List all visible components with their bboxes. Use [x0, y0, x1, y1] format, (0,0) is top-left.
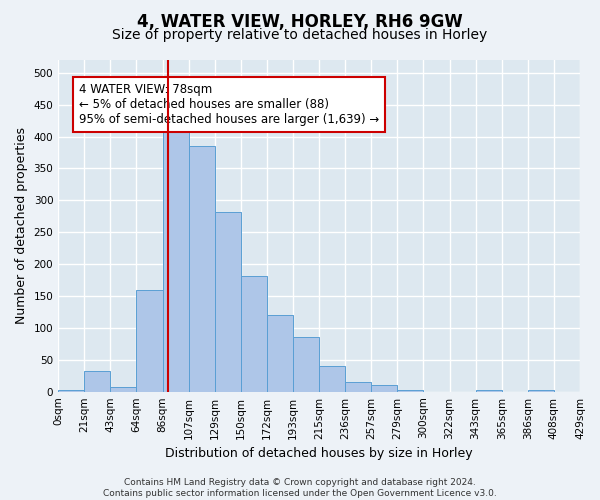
Bar — [319, 366, 345, 392]
Bar — [136, 290, 163, 392]
Bar — [476, 390, 502, 392]
Bar — [241, 276, 267, 392]
Text: Contains HM Land Registry data © Crown copyright and database right 2024.
Contai: Contains HM Land Registry data © Crown c… — [103, 478, 497, 498]
Text: 4, WATER VIEW, HORLEY, RH6 9GW: 4, WATER VIEW, HORLEY, RH6 9GW — [137, 12, 463, 30]
X-axis label: Distribution of detached houses by size in Horley: Distribution of detached houses by size … — [165, 447, 473, 460]
Bar — [163, 132, 188, 392]
Y-axis label: Number of detached properties: Number of detached properties — [15, 128, 28, 324]
Bar — [345, 382, 371, 392]
Bar — [188, 146, 215, 392]
Bar — [371, 386, 397, 392]
Bar — [528, 390, 554, 392]
Bar — [397, 390, 424, 392]
Bar — [84, 370, 110, 392]
Bar — [215, 212, 241, 392]
Bar — [58, 390, 84, 392]
Bar — [110, 386, 136, 392]
Bar — [293, 338, 319, 392]
Text: Size of property relative to detached houses in Horley: Size of property relative to detached ho… — [112, 28, 488, 42]
Bar — [267, 315, 293, 392]
Text: 4 WATER VIEW: 78sqm
← 5% of detached houses are smaller (88)
95% of semi-detache: 4 WATER VIEW: 78sqm ← 5% of detached hou… — [79, 83, 379, 126]
